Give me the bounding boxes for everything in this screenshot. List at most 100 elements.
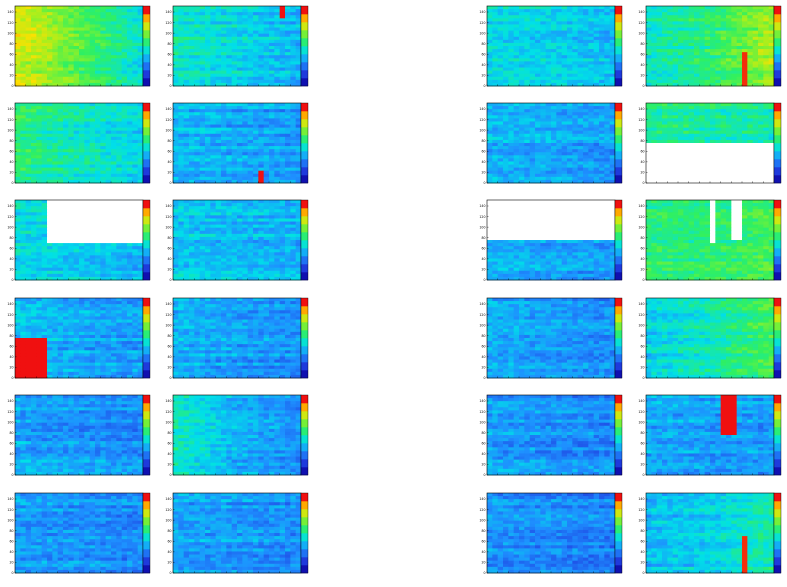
heatmap-cell bbox=[583, 139, 589, 144]
heatmap-cell bbox=[492, 143, 499, 147]
heatmap-cell bbox=[226, 6, 233, 10]
heatmap-cell bbox=[567, 109, 573, 113]
heatmap-cell bbox=[100, 30, 107, 35]
heatmap-cell bbox=[747, 15, 754, 19]
heatmap-cell bbox=[274, 61, 281, 65]
heatmap-cell bbox=[551, 118, 557, 122]
heatmap-cell bbox=[540, 64, 547, 68]
heatmap-cell bbox=[699, 9, 706, 13]
heatmap-cell bbox=[242, 70, 249, 75]
heatmap-cell bbox=[89, 55, 96, 59]
heatmap-cell bbox=[210, 136, 217, 141]
heatmap-cell bbox=[111, 42, 117, 47]
heatmap-cell bbox=[529, 146, 536, 150]
heatmap-cell bbox=[752, 39, 759, 44]
heatmap-cell bbox=[189, 133, 195, 138]
heatmap-cell bbox=[221, 118, 227, 122]
heatmap-cell bbox=[100, 82, 107, 87]
heatmap-cell bbox=[604, 127, 611, 132]
heatmap-cell bbox=[599, 64, 605, 68]
heatmap-cell bbox=[63, 155, 69, 159]
heatmap-cell bbox=[100, 158, 107, 162]
heatmap-cell bbox=[758, 79, 764, 84]
heatmap-cell bbox=[492, 61, 499, 65]
heatmap-cell bbox=[258, 18, 265, 22]
heatmap-cell bbox=[41, 121, 48, 125]
heatmap-cell bbox=[269, 158, 275, 162]
heatmap-cell bbox=[127, 124, 133, 129]
heatmap-cell bbox=[269, 109, 275, 113]
heatmap-cell bbox=[137, 21, 144, 25]
heatmap-cell bbox=[89, 67, 96, 72]
heatmap-cell bbox=[274, 115, 281, 119]
heatmap-cell bbox=[678, 67, 684, 72]
heatmap-cell bbox=[651, 24, 658, 28]
heatmap-cell bbox=[524, 149, 531, 153]
heatmap-cell bbox=[285, 106, 291, 110]
heatmap-cell bbox=[540, 167, 547, 172]
heatmap-cell bbox=[263, 118, 270, 122]
heatmap-cell bbox=[63, 61, 69, 65]
heatmap-cell bbox=[290, 173, 297, 178]
heatmap-cell bbox=[116, 152, 123, 156]
heatmap-cell bbox=[535, 9, 541, 13]
heatmap-cell bbox=[583, 52, 589, 56]
heatmap-cell bbox=[95, 143, 101, 147]
heatmap-cell bbox=[678, 76, 684, 81]
heatmap-cell bbox=[561, 70, 568, 75]
heatmap-cell bbox=[604, 118, 611, 122]
heatmap-cell bbox=[747, 30, 754, 35]
heatmap-cell bbox=[247, 9, 254, 13]
heatmap-cell bbox=[503, 161, 509, 165]
heatmap-cell bbox=[31, 155, 37, 159]
heatmap-cell bbox=[540, 49, 547, 53]
heatmap-cell bbox=[194, 55, 201, 59]
heatmap-cell bbox=[127, 15, 133, 19]
heatmap-cell bbox=[36, 133, 43, 138]
heatmap-cell bbox=[672, 61, 679, 65]
heatmap-cell bbox=[487, 118, 493, 122]
heatmap-cell bbox=[73, 106, 80, 110]
heatmap-cell bbox=[263, 143, 270, 147]
heatmap-cell bbox=[269, 46, 275, 50]
heatmap-cell bbox=[678, 124, 684, 129]
heatmap-cell bbox=[497, 64, 504, 68]
heatmap-cell bbox=[15, 76, 21, 81]
heatmap-cell bbox=[68, 109, 75, 113]
heatmap-cell bbox=[205, 42, 211, 47]
heatmap-cell bbox=[599, 36, 605, 41]
heatmap-cell bbox=[178, 155, 185, 159]
heatmap-cell bbox=[672, 18, 679, 22]
heatmap-cell bbox=[720, 76, 727, 81]
heatmap-cell bbox=[529, 61, 536, 65]
heatmap-cell bbox=[36, 6, 43, 10]
heatmap-cell bbox=[683, 46, 690, 50]
heatmap-cell bbox=[736, 30, 743, 35]
heatmap-cell bbox=[683, 30, 690, 35]
heatmap-cell bbox=[763, 12, 770, 16]
heatmap-cell bbox=[121, 127, 128, 132]
colorbar-segment bbox=[143, 175, 150, 184]
heatmap-cell bbox=[747, 121, 754, 125]
heatmap-cell bbox=[567, 67, 573, 72]
heatmap-cell bbox=[540, 136, 547, 141]
heatmap-cell bbox=[199, 152, 206, 156]
heatmap-cell bbox=[210, 18, 217, 22]
heatmap-cell bbox=[41, 124, 48, 129]
heatmap-cell bbox=[545, 67, 552, 72]
heatmap-cell bbox=[290, 12, 297, 16]
heatmap-cell bbox=[79, 18, 85, 22]
heatmap-cell bbox=[57, 176, 64, 181]
heatmap-cell bbox=[508, 6, 515, 10]
heatmap-cell bbox=[31, 167, 37, 172]
heatmap-cell bbox=[258, 21, 265, 25]
heatmap-cell bbox=[683, 12, 690, 16]
heatmap-cell bbox=[263, 49, 270, 53]
heatmap-cell bbox=[535, 33, 541, 38]
heatmap-cell bbox=[47, 49, 53, 53]
heatmap-cell bbox=[285, 12, 291, 16]
heatmap-cell bbox=[295, 30, 302, 35]
heatmap-cell bbox=[715, 39, 722, 44]
heatmap-cell bbox=[646, 58, 652, 62]
heatmap-cell bbox=[540, 67, 547, 72]
